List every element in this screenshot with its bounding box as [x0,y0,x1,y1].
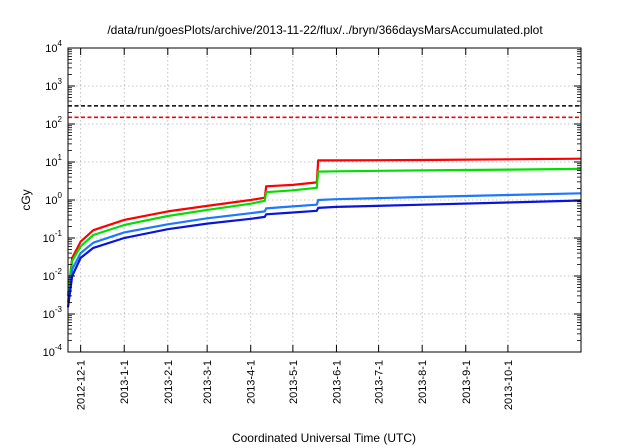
chart-title: /data/run/goesPlots/archive/2013-11-22/f… [107,23,543,37]
y-tick-label: 10-4 [43,343,63,359]
x-tick-label: 2013-7-1 [374,360,386,404]
y-axis-label: cGy [19,189,33,210]
x-tick-label: 2013-4-1 [246,360,258,404]
x-tick-label: 2013-3-1 [202,360,214,404]
x-tick-label: 2013-1-1 [119,360,131,404]
series-line [66,157,582,297]
x-axis-label: Coordinated Universal Time (UTC) [232,431,416,445]
x-tick-label: 2012-12-1 [76,360,88,410]
series-line [66,199,582,308]
y-tick-label: 102 [45,115,62,131]
x-tick-label: 2013-6-1 [331,360,343,404]
x-tick-label: 2013-2-1 [163,360,175,404]
reference-lines [68,105,581,119]
series-line [66,167,582,297]
y-tick-label: 10-1 [43,229,63,245]
y-tick-label: 104 [45,39,62,55]
grid [68,48,581,352]
series-group [66,157,582,308]
y-axis: 10-4 10-3 10-2 10-1 100 101 102 103 104 [43,39,581,359]
x-tick-label: 2013-8-1 [417,360,429,404]
x-axis: 2012-12-1 2013-1-1 2013-2-1 2013-3-1 2013-4-… [76,48,515,410]
y-tick-label: 100 [45,191,62,207]
y-tick-label: 103 [45,77,62,93]
y-tick-label: 10-2 [43,267,63,283]
x-tick-label: 2013-10-1 [503,360,515,410]
series-line [66,192,582,303]
y-tick-label: 10-3 [43,305,63,321]
x-tick-label: 2013-9-1 [461,360,473,404]
x-tick-label: 2013-5-1 [288,360,300,404]
y-tick-label: 101 [45,153,62,169]
